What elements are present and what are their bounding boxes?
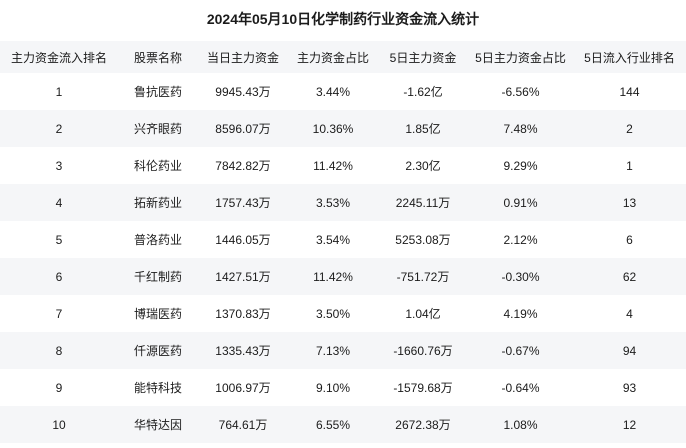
table-cell: 11.42% bbox=[313, 269, 353, 284]
table-cell: 6 bbox=[626, 232, 633, 247]
table-cell: -6.56% bbox=[501, 84, 540, 99]
table-cell: 能特科技 bbox=[133, 381, 182, 395]
table-cell: 鲁抗医药 bbox=[133, 85, 182, 99]
table-cell: 0.91% bbox=[503, 195, 538, 210]
table-cell: 6.55% bbox=[315, 417, 351, 432]
column-header-4: 5日主力资金 bbox=[378, 41, 468, 73]
table-row: 3 科伦药业 7842.82万 11.42% 2.30亿 9.29% 1 bbox=[0, 147, 686, 184]
table-cell: 3.54% bbox=[315, 232, 351, 247]
table-cell: 1.04亿 bbox=[405, 307, 441, 321]
table-cell: 2672.38万 bbox=[395, 418, 451, 432]
table-row: 10 华特达因 764.61万 6.55% 2672.38万 1.08% 12 bbox=[0, 406, 686, 443]
table-cell: 7842.82万 bbox=[215, 159, 271, 173]
table-cell: 4 bbox=[55, 195, 63, 210]
table-cell: 3.53% bbox=[315, 195, 351, 210]
table-cell: 8596.07万 bbox=[215, 122, 271, 136]
table-cell: 2 bbox=[55, 121, 63, 136]
table-cell: 博瑞医药 bbox=[133, 307, 182, 321]
table-row: 9 能特科技 1006.97万 9.10% -1579.68万 -0.64% 93 bbox=[0, 369, 686, 406]
table-cell: 1 bbox=[55, 84, 63, 99]
table-cell: 3.44% bbox=[315, 84, 351, 99]
table-cell: -0.30% bbox=[501, 269, 540, 284]
table-cell: 华特达因 bbox=[133, 418, 182, 432]
table-cell: 科伦药业 bbox=[133, 159, 182, 173]
table-cell: 94 bbox=[622, 343, 637, 358]
table-row: 7 博瑞医药 1370.83万 3.50% 1.04亿 4.19% 4 bbox=[0, 295, 686, 332]
table-cell: 7.48% bbox=[503, 121, 538, 136]
table-cell: -1660.76万 bbox=[393, 344, 453, 358]
table-cell: 1 bbox=[626, 158, 633, 173]
table-cell: -1.62亿 bbox=[403, 85, 443, 99]
table-cell: 7 bbox=[55, 306, 63, 321]
table-cell: 1757.43万 bbox=[215, 196, 271, 210]
table-cell: 拓新药业 bbox=[133, 196, 182, 210]
table-cell: 93 bbox=[622, 380, 637, 395]
table-row: 6 千红制药 1427.51万 11.42% -751.72万 -0.30% 62 bbox=[0, 258, 686, 295]
table-cell: 1427.51万 bbox=[215, 270, 271, 284]
table-cell: 4 bbox=[626, 306, 633, 321]
column-header-3: 主力资金占比 bbox=[288, 41, 378, 73]
table-cell: 9.29% bbox=[503, 158, 538, 173]
table-cell: 3 bbox=[55, 158, 63, 173]
table-cell: 10.36% bbox=[312, 121, 354, 136]
table-cell: 10 bbox=[52, 417, 66, 432]
table-cell: 2.12% bbox=[503, 232, 538, 247]
table-cell: 兴齐眼药 bbox=[133, 122, 182, 136]
table-cell: 6 bbox=[55, 269, 63, 284]
table-cell: 1335.43万 bbox=[215, 344, 271, 358]
table-row: 8 仟源医药 1335.43万 7.13% -1660.76万 -0.67% 94 bbox=[0, 332, 686, 369]
table-row: 4 拓新药业 1757.43万 3.53% 2245.11万 0.91% 13 bbox=[0, 184, 686, 221]
table-cell: 62 bbox=[622, 269, 637, 284]
column-header-5: 5日主力资金占比 bbox=[468, 41, 573, 73]
table-row: 1 鲁抗医药 9945.43万 3.44% -1.62亿 -6.56% 144 bbox=[0, 73, 686, 110]
table-cell: 2 bbox=[626, 121, 633, 136]
header-row: 主力资金流入排名 股票名称 当日主力资金 主力资金占比 5日主力资金 5日主力资金占比 5日… bbox=[0, 41, 686, 73]
table-cell: 9.10% bbox=[315, 380, 351, 395]
page-title: 2024年05月10日化学制药行业资金流入统计 bbox=[206, 11, 480, 27]
table-cell: -1579.68万 bbox=[393, 381, 453, 395]
column-header-1: 股票名称 bbox=[118, 41, 198, 73]
table-body: 1 鲁抗医药 9945.43万 3.44% -1.62亿 -6.56% 144 2 兴齐眼药 85… bbox=[0, 73, 686, 443]
table-cell: 1446.05万 bbox=[215, 233, 271, 247]
table-cell: 11.42% bbox=[313, 158, 353, 173]
table-cell: -0.67% bbox=[501, 343, 540, 358]
table-cell: 9945.43万 bbox=[215, 85, 271, 99]
table-cell: 1006.97万 bbox=[215, 381, 271, 395]
table-cell: 2245.11万 bbox=[395, 196, 451, 210]
table-cell: -0.64% bbox=[501, 380, 540, 395]
table-cell: 1.85亿 bbox=[405, 122, 441, 136]
table-cell: 千红制药 bbox=[133, 270, 182, 284]
table-cell: 普洛药业 bbox=[133, 233, 182, 247]
table-cell: 13 bbox=[622, 195, 637, 210]
table-cell: -751.72万 bbox=[396, 270, 450, 284]
column-header-2: 当日主力资金 bbox=[198, 41, 288, 73]
table-cell: 仟源医药 bbox=[133, 344, 182, 358]
table-cell: 3.50% bbox=[315, 306, 351, 321]
table-cell: 12 bbox=[622, 417, 637, 432]
table-row: 5 普洛药业 1446.05万 3.54% 5253.08万 2.12% 6 bbox=[0, 221, 686, 258]
table-cell: 1370.83万 bbox=[215, 307, 271, 321]
table-cell: 4.19% bbox=[503, 306, 538, 321]
table-cell: 5253.08万 bbox=[395, 233, 451, 247]
table-cell: 764.61万 bbox=[218, 418, 268, 432]
table-cell: 9 bbox=[55, 380, 63, 395]
table-cell: 2.30亿 bbox=[405, 159, 441, 173]
table-cell: 1.08% bbox=[503, 417, 538, 432]
table-cell: 8 bbox=[55, 343, 63, 358]
data-table: 主力资金流入排名 股票名称 当日主力资金 主力资金占比 5日主力资金 5日主力资金占比 5日… bbox=[0, 41, 686, 443]
table-cell: 7.13% bbox=[315, 343, 351, 358]
table-cell: 5 bbox=[55, 232, 63, 247]
column-header-6: 5日流入行业排名 bbox=[573, 41, 686, 73]
column-header-0: 主力资金流入排名 bbox=[0, 41, 118, 73]
table-cell: 144 bbox=[619, 84, 640, 99]
table-row: 2 兴齐眼药 8596.07万 10.36% 1.85亿 7.48% 2 bbox=[0, 110, 686, 147]
